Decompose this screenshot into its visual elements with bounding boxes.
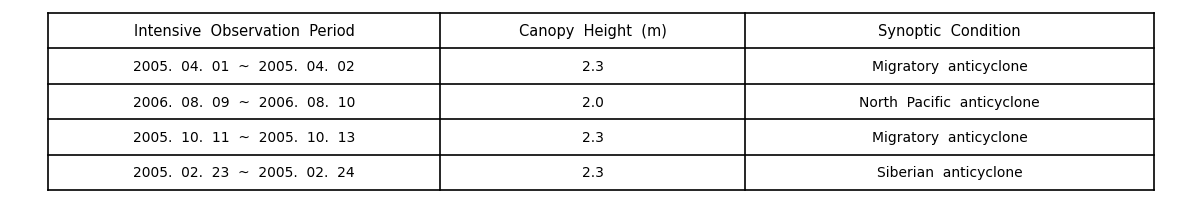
Text: Migratory  anticyclone: Migratory anticyclone (872, 60, 1027, 74)
Text: North  Pacific  anticyclone: North Pacific anticyclone (859, 95, 1040, 109)
Text: Intensive  Observation  Period: Intensive Observation Period (133, 24, 355, 39)
Text: 2.3: 2.3 (582, 60, 603, 74)
Text: 2.3: 2.3 (582, 165, 603, 179)
Text: Canopy  Height  (m): Canopy Height (m) (519, 24, 666, 39)
Text: Migratory  anticyclone: Migratory anticyclone (872, 130, 1027, 144)
Text: 2005.  10.  11  ~  2005.  10.  13: 2005. 10. 11 ~ 2005. 10. 13 (133, 130, 355, 144)
Text: 2.0: 2.0 (582, 95, 603, 109)
Text: Siberian  anticyclone: Siberian anticyclone (877, 165, 1022, 179)
Text: 2005.  04.  01  ~  2005.  04.  02: 2005. 04. 01 ~ 2005. 04. 02 (133, 60, 355, 74)
Text: Synoptic  Condition: Synoptic Condition (878, 24, 1021, 39)
Text: 2005.  02.  23  ~  2005.  02.  24: 2005. 02. 23 ~ 2005. 02. 24 (133, 165, 355, 179)
Text: 2006.  08.  09  ~  2006.  08.  10: 2006. 08. 09 ~ 2006. 08. 10 (133, 95, 356, 109)
Text: 2.3: 2.3 (582, 130, 603, 144)
